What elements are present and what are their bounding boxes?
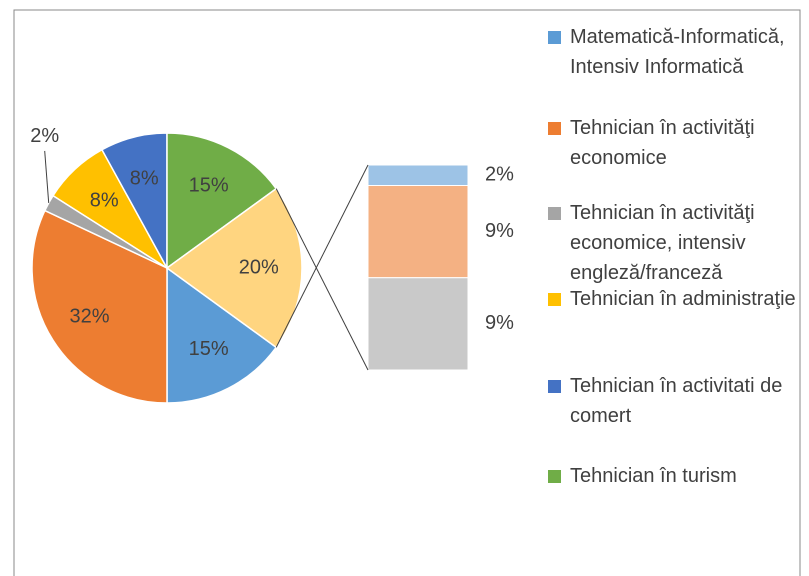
pie-slice	[166, 132, 278, 270]
data-label: 15%	[189, 338, 229, 360]
legend-swatch	[548, 31, 561, 44]
legend-swatch	[548, 293, 561, 306]
data-label: 32%	[69, 305, 109, 327]
bar-segment	[367, 185, 469, 279]
chart-border	[13, 9, 801, 576]
legend-label: Tehnician în turism	[570, 465, 737, 487]
pie-slice	[31, 209, 168, 404]
data-label: 8%	[130, 167, 159, 189]
legend-label: Tehnician în administraţie	[570, 288, 796, 310]
legend-label: Matematică-Informatică, Intensiv Informa…	[570, 26, 785, 78]
data-label: 8%	[90, 189, 119, 211]
pie-slice-other	[165, 187, 303, 349]
legend-item: Matematică-Informatică, Intensiv Informa…	[548, 22, 798, 82]
connector	[275, 188, 369, 371]
legend-swatch	[548, 380, 561, 393]
legend-item: Tehnician în administraţie	[548, 284, 798, 314]
legend-swatch	[548, 207, 561, 220]
legend-item: Tehnician în activităţi economice	[548, 113, 798, 173]
legend-swatch	[548, 122, 561, 135]
leader-line	[44, 150, 50, 204]
legend-item: Tehnician în turism	[548, 461, 798, 491]
data-label: 15%	[189, 174, 229, 196]
legend-swatch	[548, 470, 561, 483]
data-label: 2%	[30, 125, 59, 147]
bar-label: 9%	[485, 312, 514, 334]
legend-label: Tehnician în activitati de comert	[570, 375, 783, 427]
legend-label: Tehnician în activităţi economice, inten…	[570, 202, 755, 284]
connector	[275, 164, 369, 348]
data-label: 20%	[239, 256, 279, 278]
bar-segment	[367, 277, 469, 371]
legend-label: Tehnician în activităţi economice	[570, 117, 755, 169]
bar-label: 2%	[485, 164, 514, 186]
pie-slice	[166, 266, 278, 404]
bar-label: 9%	[485, 220, 514, 242]
legend-item: Tehnician în activitati de comert	[548, 371, 798, 431]
bar-segment	[367, 164, 469, 186]
legend-item: Tehnician în activităţi economice, inten…	[548, 198, 798, 288]
